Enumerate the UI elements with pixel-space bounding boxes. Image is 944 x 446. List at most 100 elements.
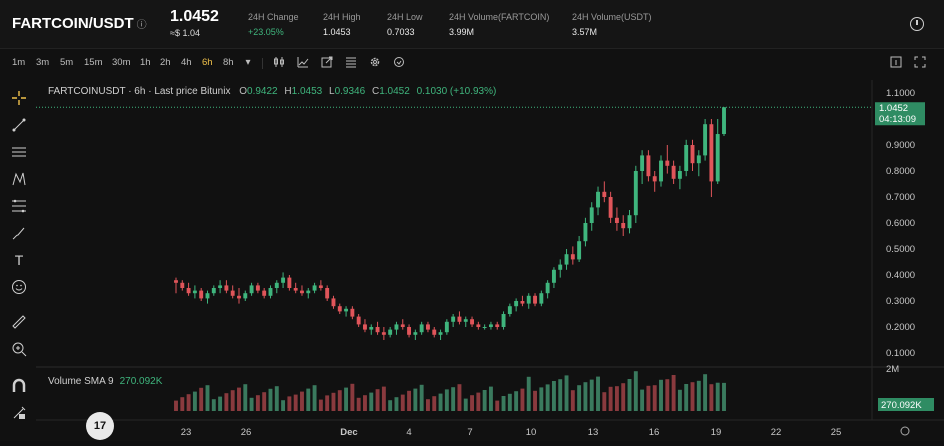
stat-value: +23.05% — [248, 27, 284, 37]
volume-bar — [274, 386, 279, 411]
lock-drawings-icon[interactable] — [9, 403, 29, 423]
fullscreen-icon[interactable] — [913, 56, 927, 69]
info-icon[interactable]: ⓘ — [136, 20, 147, 31]
candle-body — [312, 285, 317, 291]
volume-bar — [325, 395, 330, 411]
settings-icon[interactable] — [368, 56, 382, 69]
crosshair-icon[interactable] — [9, 88, 29, 108]
volume-bar — [444, 389, 449, 411]
candle-body — [501, 314, 506, 327]
timeframe-30m[interactable]: 30m — [112, 57, 131, 68]
candle-body — [558, 264, 563, 270]
volume-bar — [426, 399, 430, 411]
timeframe-1m[interactable]: 1m — [12, 57, 26, 68]
stat-label: 24H Volume(USDT) — [572, 12, 652, 22]
symbol-selector[interactable]: FARTCOIN/USDT ⓘ — [12, 15, 147, 32]
stat-label: 24H Volume(FARTCOIN) — [449, 12, 550, 22]
stat-value: 3.57M — [572, 27, 598, 37]
layout-icon[interactable] — [889, 56, 903, 69]
candle-body — [463, 319, 468, 322]
trend-line-icon[interactable] — [9, 115, 29, 135]
price-axis-label: 0.7000 — [886, 192, 915, 203]
candle-body — [627, 215, 632, 229]
candle-body — [457, 316, 462, 322]
timeframe-6h[interactable]: 6h — [202, 57, 213, 68]
list-icon[interactable] — [344, 56, 358, 69]
candle-body — [218, 285, 223, 288]
volume-bar — [589, 379, 594, 411]
fib-levels-icon[interactable] — [9, 196, 29, 216]
candle-body — [677, 171, 682, 179]
timeframe-3m[interactable]: 3m — [36, 57, 50, 68]
volume-bar — [350, 383, 355, 411]
indicators-icon[interactable] — [320, 56, 334, 69]
candle-body — [533, 295, 537, 304]
reload-icon[interactable] — [392, 56, 406, 69]
emoji-icon[interactable] — [9, 277, 29, 297]
candle-body — [180, 282, 185, 288]
zoom-in-icon[interactable] — [9, 339, 29, 359]
volume-badge — [878, 398, 934, 411]
candlestick-chart[interactable]: 1.1000 0.9000 0.8000 0.7000 0.6000 0.5000 0.40… — [36, 80, 944, 441]
candle-body — [287, 277, 292, 288]
brush-icon[interactable] — [9, 223, 29, 243]
candle-body — [652, 176, 657, 182]
text-tool-icon[interactable]: T — [14, 252, 24, 268]
tradingview-logo[interactable]: 17 — [86, 412, 114, 440]
candle-body — [583, 223, 588, 242]
volume-bar — [363, 395, 367, 411]
candle-body — [602, 191, 607, 197]
time-axis-label: 10 — [526, 427, 537, 438]
candle-body — [237, 295, 241, 299]
volume-bar — [482, 390, 487, 411]
time-axis-label: 16 — [649, 427, 660, 438]
volume-bar — [463, 398, 468, 411]
candle-body — [243, 293, 248, 299]
volume-bar — [470, 395, 474, 411]
magnet-icon[interactable] — [9, 376, 29, 396]
legend-title: FARTCOINUSDT · 6h · Last price Bitunix — [48, 86, 231, 97]
timeframe-8h[interactable]: 8h — [223, 57, 234, 68]
last-price-badge-value: 1.0452 — [879, 103, 908, 114]
volume-bar — [526, 376, 531, 411]
candle-body — [413, 332, 418, 335]
volume-bar — [539, 387, 544, 411]
toolbar-divider — [262, 58, 263, 69]
line-chart-icon[interactable] — [296, 56, 310, 69]
candle-body — [205, 293, 210, 299]
candle-body — [268, 288, 273, 296]
legend-high: 1.0453 — [291, 86, 323, 97]
volume-bar — [627, 379, 632, 411]
chart-area[interactable]: 1.1000 0.9000 0.8000 0.7000 0.6000 0.5000 0.40… — [36, 80, 944, 441]
candle-body — [281, 277, 286, 283]
timeframe-5m[interactable]: 5m — [60, 57, 74, 68]
volume-legend-label: Volume SMA 9 — [48, 376, 114, 387]
chevron-down-icon[interactable]: ▾ — [245, 57, 251, 68]
timeframe-2h[interactable]: 2h — [160, 57, 171, 68]
chart-legend: FARTCOINUSDT · 6h · Last price Bitunix O… — [48, 86, 496, 97]
candle-body — [684, 145, 689, 171]
candle-body — [388, 329, 393, 335]
price-axis-label: 1.1000 — [886, 88, 915, 99]
volume-bar — [375, 389, 380, 411]
candles-icon[interactable] — [272, 56, 286, 69]
timeframe-1h[interactable]: 1h — [140, 57, 151, 68]
time-axis-label: 26 — [241, 427, 252, 438]
clock-icon[interactable] — [910, 17, 924, 31]
symbol-name: FARTCOIN/USDT — [12, 15, 134, 32]
candle-body — [211, 288, 216, 294]
timeframe-4h[interactable]: 4h — [181, 57, 192, 68]
candle-body — [488, 324, 493, 327]
timeframe-15m[interactable]: 15m — [84, 57, 103, 68]
horizontal-lines-icon[interactable] — [9, 142, 29, 162]
candle-body — [262, 290, 267, 296]
volume-bar — [331, 392, 336, 411]
candle-body — [306, 290, 311, 294]
stat-value: 3.99M — [449, 27, 475, 37]
ruler-icon[interactable] — [9, 312, 29, 332]
candle-body — [426, 324, 430, 330]
pattern-icon[interactable] — [9, 169, 29, 189]
candle-body — [444, 321, 449, 333]
volume-bar — [570, 390, 575, 411]
